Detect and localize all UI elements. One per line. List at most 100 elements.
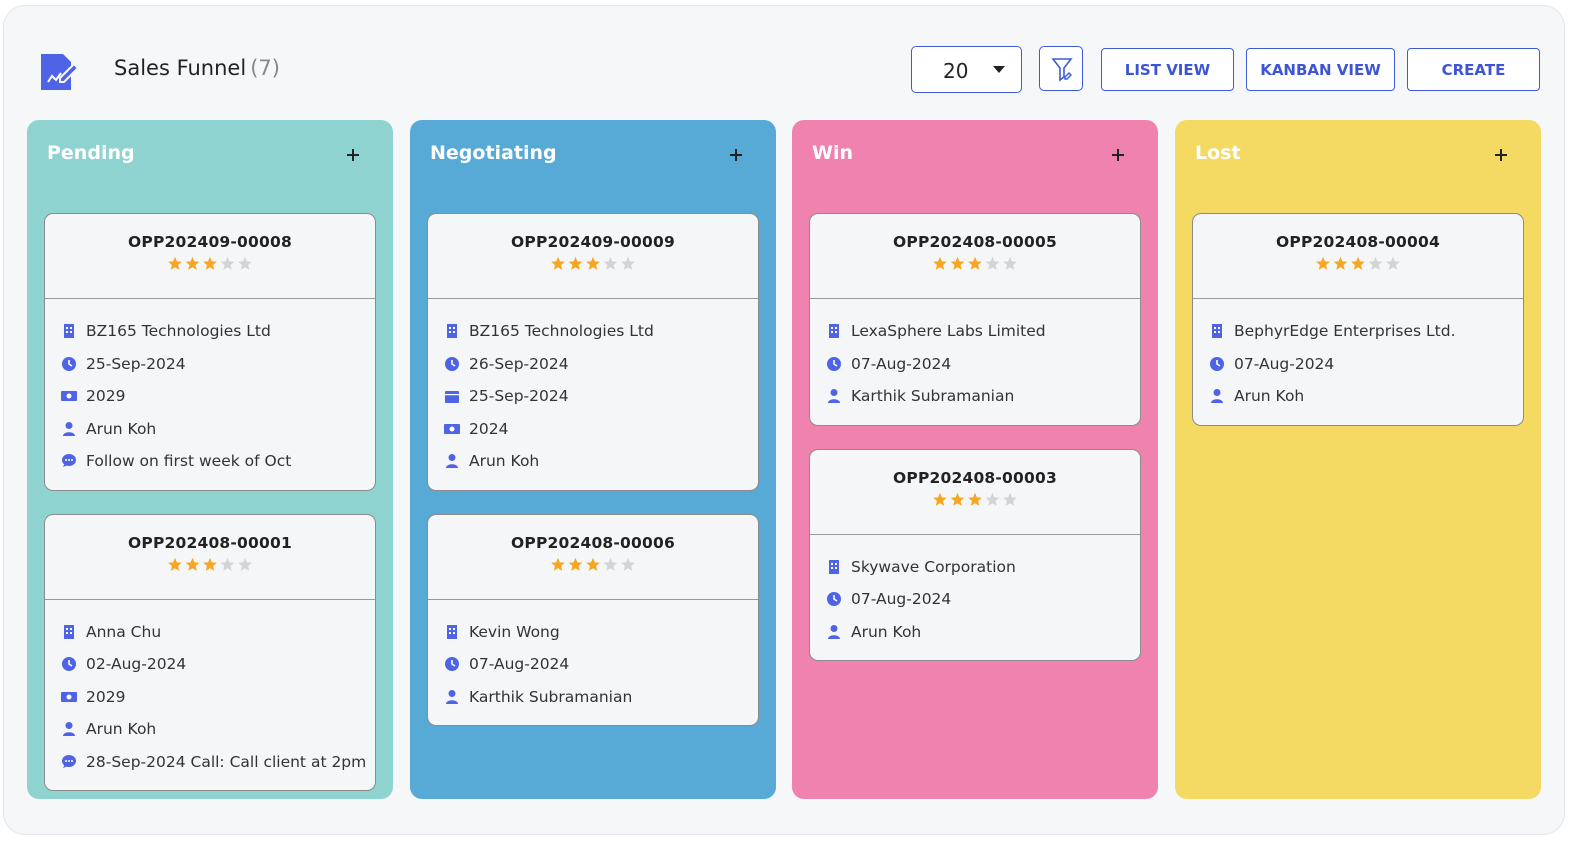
kanban-view-button[interactable]: KANBAN VIEW [1246,48,1395,91]
column: Win OPP202408-00005 LexaSphere Labs Limite… [792,120,1158,799]
plus-icon [1112,149,1124,161]
field-icon [62,454,76,468]
field: Arun Koh [1209,380,1523,413]
field: Follow on first week of Oct [61,445,375,478]
dot [71,459,73,462]
hands [451,359,456,367]
star [933,256,947,270]
list-view-button[interactable]: LIST VIEW [1101,48,1234,91]
shape [445,391,459,404]
dot [65,459,67,462]
window [453,331,455,334]
field: Skywave Corporation [826,551,1140,584]
field-icon [63,722,75,737]
field-text: Arun Koh [851,622,922,641]
page-size-select[interactable]: 20 [911,46,1022,93]
field: BZ165 Technologies Ltd [444,315,758,348]
star [603,557,618,571]
card[interactable]: OPP202408-00004 BephyrEdge Enterprises Lt… [1192,213,1524,426]
card-header: OPP202408-00003 [810,450,1140,535]
window [1218,331,1220,334]
add-button[interactable] [1494,148,1508,162]
field: LexaSphere Labs Limited [826,315,1140,348]
rating [933,492,1017,506]
field-icon [827,592,841,607]
field: BZ165 Technologies Ltd [61,315,375,348]
star [185,557,200,571]
card[interactable]: OPP202408-00006 Kevin Wong 07-Aug-2024 Kart… [427,513,759,726]
column: Pending OPP202409-00008 BZ165 Technologies… [27,120,393,799]
field: Arun Koh [444,445,758,478]
add-button[interactable] [729,148,743,162]
field-text: 2029 [86,387,126,406]
filter-button[interactable] [1039,46,1083,91]
field-icon [62,657,76,672]
star [551,557,565,571]
card-id: OPP202408-00004 [1276,233,1440,251]
card-header: OPP202408-00006 [428,515,758,600]
add-button[interactable] [1111,148,1125,162]
field-text: 25-Sep-2024 [86,354,186,373]
field-text: BephyrEdge Enterprises Ltd. [1234,322,1456,341]
card[interactable]: OPP202408-00003 Skywave Corporation 07-Aug… [809,448,1141,661]
field: 25-Sep-2024 [444,380,758,413]
field-text: Karthik Subramanian [469,687,633,706]
shape [447,324,457,339]
star [985,492,1000,506]
create-button[interactable]: CREATE [1407,48,1540,91]
shape [64,324,74,339]
rating [168,256,252,270]
card-body: Anna Chu 02-Aug-2024 2029 Arun Koh 28-Sep-20… [45,600,375,791]
head [830,389,838,397]
star [568,557,583,571]
field: Karthik Subramanian [444,681,758,714]
add-button[interactable] [346,148,360,162]
card[interactable]: OPP202409-00009 BZ165 Technologies Ltd 26-… [427,213,759,491]
card[interactable]: OPP202408-00005 LexaSphere Labs Limited 07… [809,213,1141,426]
field: Karthik Subramanian [826,380,1140,413]
card-body: LexaSphere Labs Limited 07-Aug-2024 Karthi… [810,299,1140,425]
plus-icon [730,149,742,161]
star [586,256,600,270]
window [1214,327,1216,330]
window [1218,327,1220,330]
rating [551,256,635,270]
rating [1316,256,1400,270]
window [831,562,833,565]
field: 07-Aug-2024 [1209,348,1523,381]
column-header: Negotiating [427,120,759,213]
rating [933,256,1017,270]
hands [68,359,73,367]
column-name: Win [812,142,853,164]
field-icon [446,689,458,704]
rating [551,557,635,571]
star [1351,256,1365,270]
field-icon [446,454,458,469]
dot [68,459,70,462]
field-icon [61,691,77,702]
field-text: 07-Aug-2024 [851,590,952,609]
tail [63,763,68,768]
window [66,327,68,330]
window [70,331,72,334]
field-icon [62,754,76,768]
card[interactable]: OPP202409-00008 BZ165 Technologies Ltd 25-… [44,213,376,491]
card-body: BZ165 Technologies Ltd 26-Sep-2024 25-Sep-… [428,299,758,490]
star [1333,256,1348,270]
field: 07-Aug-2024 [444,648,758,681]
card[interactable]: OPP202408-00001 Anna Chu 02-Aug-2024 2029 Ar… [44,513,376,791]
field-text: 02-Aug-2024 [86,655,187,674]
star [621,557,635,571]
column-name: Lost [1195,142,1241,164]
field: 07-Aug-2024 [826,348,1140,381]
field-text: BZ165 Technologies Ltd [86,322,271,341]
field-icon [1212,324,1222,339]
field-icon [1211,389,1223,404]
window [831,566,833,569]
field: BephyrEdge Enterprises Ltd. [1209,315,1523,348]
window [449,327,451,330]
window [66,631,68,634]
window [70,327,72,330]
field-text: Anna Chu [86,622,162,641]
field: 28-Sep-2024 Call: Call client at 2pm [61,746,375,779]
